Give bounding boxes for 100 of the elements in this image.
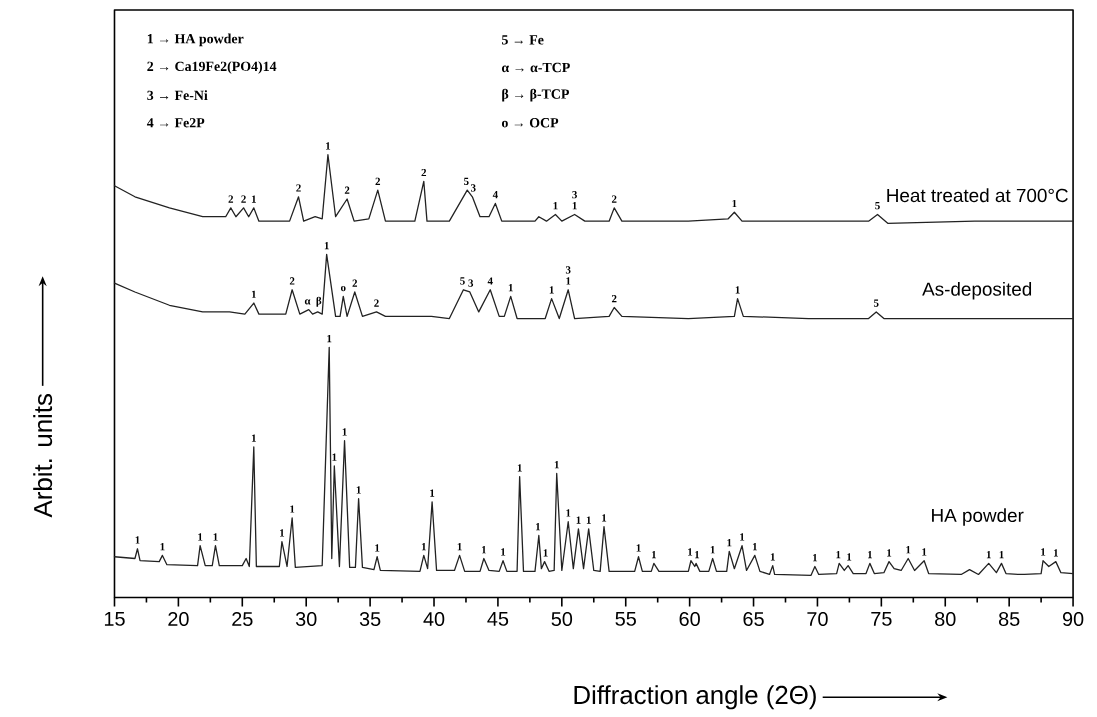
- x-tick-label: 30: [295, 611, 317, 626]
- annotation: 1: [695, 550, 700, 559]
- annotation: 5: [464, 177, 469, 185]
- series-label: HA powder: [932, 508, 1024, 526]
- annotation: 1: [375, 544, 380, 552]
- annotation: 1: [280, 529, 285, 537]
- annotation: 1: [251, 290, 256, 298]
- annotation: 3: [468, 279, 474, 287]
- y-axis-title: Arbit. units: [33, 393, 53, 518]
- annotation: 1: [327, 334, 332, 343]
- annotation: 1: [457, 542, 462, 551]
- annotation: 1: [847, 553, 852, 561]
- annotation: 1: [740, 533, 745, 541]
- x-axis-title: Diffraction angle (2Θ): [574, 685, 816, 710]
- annotation: 1: [576, 516, 581, 524]
- annotation: β: [316, 296, 322, 307]
- text: 4 → Fe2P: [146, 118, 205, 128]
- annotation: 1: [727, 538, 732, 547]
- text: 5 → Fe: [501, 35, 544, 45]
- x-tick-label: 20: [168, 611, 189, 626]
- x-tick-label: 60: [679, 611, 700, 626]
- annotation: 1: [517, 464, 522, 472]
- annotation: 1: [356, 486, 361, 494]
- annotation: 1: [688, 548, 693, 556]
- x-tick-label: 40: [423, 611, 445, 626]
- text: β → β-TCP: [502, 88, 570, 102]
- annotation: 1: [602, 514, 607, 522]
- annotation: 1: [324, 241, 329, 250]
- annotation: 2: [344, 186, 350, 194]
- annotation: 1: [543, 549, 548, 557]
- annotation: 1: [836, 550, 841, 559]
- x-tick-label: 55: [615, 611, 636, 626]
- x-tick-label: 25: [232, 611, 253, 626]
- annotation: 1: [549, 286, 554, 294]
- text: 3 → Fe-Ni: [147, 90, 208, 100]
- annotation: 1: [770, 553, 775, 561]
- annotation: 1: [160, 542, 165, 551]
- annotation: 3: [470, 184, 476, 192]
- annotation: 1: [999, 550, 1004, 559]
- series-label: As-deposited: [922, 281, 1032, 300]
- annotation: 2: [228, 195, 234, 203]
- series-label: Heat treated at 700°C: [887, 188, 1068, 203]
- annotation: 1: [986, 550, 991, 559]
- x-tick-label: 85: [998, 611, 1020, 626]
- annotation: 5: [460, 277, 465, 285]
- annotation: 1: [332, 453, 337, 461]
- annotation: 1: [554, 461, 559, 469]
- annotation: 2: [296, 184, 301, 192]
- annotation: 1: [906, 546, 911, 554]
- annotation: 1: [752, 542, 757, 551]
- x-tick-label: 70: [807, 611, 828, 626]
- annotation: 1: [251, 434, 256, 442]
- annotation: 1: [342, 428, 347, 436]
- x-tick-label: 35: [359, 611, 381, 626]
- annotation: 1: [651, 550, 657, 559]
- x-tick-label: 90: [1062, 611, 1084, 626]
- annotation: 2: [611, 195, 617, 203]
- annotation: 2: [374, 299, 379, 307]
- annotation: 4: [487, 277, 493, 285]
- annotation: 5: [873, 299, 879, 307]
- annotation: 1: [326, 142, 331, 150]
- annotation: 1: [1041, 548, 1046, 556]
- annotation: 1: [553, 202, 558, 210]
- annotation: 1: [922, 548, 927, 556]
- annotation: 4: [492, 190, 498, 199]
- annotation: 1: [586, 516, 591, 524]
- annotation: 2: [241, 195, 246, 203]
- text: 1 → HA powder: [147, 33, 244, 47]
- annotation: 1: [867, 550, 873, 559]
- text: o → OCP: [501, 118, 559, 128]
- annotation: 1: [735, 286, 740, 294]
- annotation: 1: [501, 548, 506, 556]
- annotation: 2: [352, 279, 358, 287]
- text: 2 → Ca19Fe2(PO4)14: [147, 61, 277, 74]
- annotation: 1: [421, 542, 426, 551]
- annotation: o: [340, 285, 346, 292]
- annotation: 1: [636, 544, 641, 552]
- annotation: 1: [732, 199, 737, 208]
- annotation: 1: [566, 277, 571, 285]
- annotation: 1: [572, 202, 577, 210]
- x-tick-label: 45: [487, 611, 509, 626]
- annotation: 1: [1053, 549, 1058, 557]
- annotation: 2: [611, 294, 617, 303]
- annotation: 1: [213, 533, 218, 541]
- annotation: 2: [375, 177, 381, 185]
- annotation: 1: [290, 505, 295, 513]
- annotation: 1: [536, 523, 541, 531]
- annotation: 1: [135, 536, 140, 544]
- x-tick-label: 65: [743, 611, 764, 626]
- annotation: 1: [887, 549, 892, 557]
- annotation: 1: [710, 546, 715, 554]
- annotation: 1: [813, 554, 818, 562]
- annotation: 5: [875, 201, 880, 210]
- annotation: 1: [430, 489, 435, 497]
- annotation: 1: [566, 509, 571, 517]
- x-tick-label: 75: [871, 611, 892, 626]
- annotation: 2: [289, 277, 295, 285]
- text: α → α-TCP: [501, 62, 570, 73]
- annotation: 3: [572, 190, 577, 199]
- x-tick-label: 80: [935, 611, 956, 626]
